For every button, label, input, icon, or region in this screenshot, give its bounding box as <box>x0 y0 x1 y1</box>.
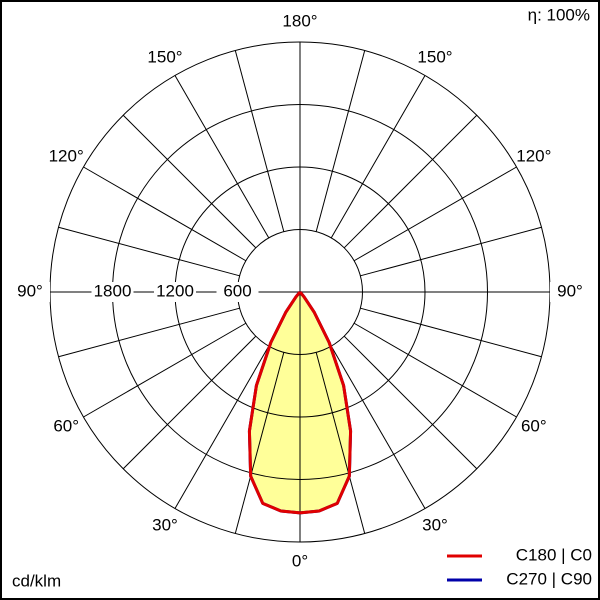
angle-tick-label: 120° <box>516 146 551 165</box>
spoke <box>353 166 517 262</box>
angle-tick-label: 90° <box>557 281 583 300</box>
r-tick-label: 600 <box>223 281 251 300</box>
spoke <box>122 335 257 470</box>
legend-label: C270 | C90 <box>506 569 592 588</box>
angle-tick-label: 90° <box>17 281 43 300</box>
spoke <box>174 75 270 239</box>
r-tick-label: 1800 <box>94 281 132 300</box>
spoke <box>234 352 285 534</box>
spoke <box>234 50 285 232</box>
angle-tick-label: 180° <box>282 11 317 30</box>
series-line <box>247 291 353 515</box>
spoke <box>315 50 366 232</box>
spoke <box>122 114 257 249</box>
angle-tick-label: 150° <box>417 48 452 67</box>
efficiency: η: 100% <box>528 5 590 24</box>
label-bg <box>154 282 196 302</box>
spoke <box>83 166 247 262</box>
spoke <box>343 114 478 249</box>
angle-tick-label: 60° <box>521 416 547 435</box>
spoke <box>58 307 240 358</box>
spoke <box>58 226 240 277</box>
angle-tick-label: 30° <box>152 515 178 534</box>
angle-tick-label: 30° <box>422 515 448 534</box>
label-bg <box>550 282 590 302</box>
spoke <box>315 352 366 534</box>
angle-tick-label: 0° <box>292 551 308 570</box>
spoke <box>330 345 426 509</box>
label-bg <box>91 282 134 302</box>
angle-tick-label: 120° <box>49 146 84 165</box>
label-bg <box>10 282 50 302</box>
spoke <box>360 307 542 358</box>
spoke <box>83 322 247 418</box>
angle-tick-label: 150° <box>147 48 182 67</box>
spoke <box>360 226 542 277</box>
r-tick-label: 1200 <box>156 281 194 300</box>
spoke <box>330 75 426 239</box>
label-bg <box>216 282 259 302</box>
spoke <box>174 345 270 509</box>
angle-tick-label: 60° <box>53 416 79 435</box>
unit-label: cd/klm <box>12 571 61 590</box>
legend-label: C180 | C0 <box>516 545 592 564</box>
spoke <box>343 335 478 470</box>
spoke <box>353 322 517 418</box>
